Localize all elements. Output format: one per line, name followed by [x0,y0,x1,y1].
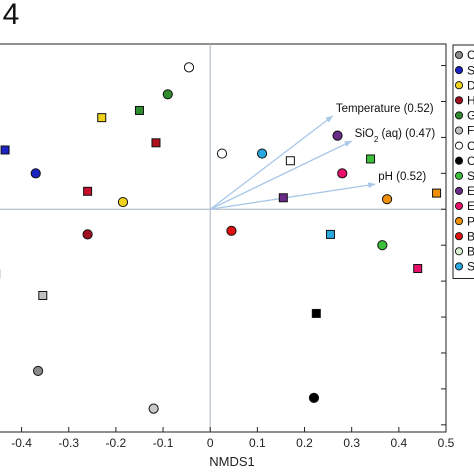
x-tick-label: 0 [207,436,214,450]
legend-label: D [467,78,474,92]
plot-frame [0,43,447,433]
scatter-point [183,62,195,73]
scatter-point [377,240,388,251]
legend-label: B [467,245,474,259]
legend-label: E [467,199,474,213]
x-tick-label: -0.2 [106,436,127,450]
scatter-point [332,130,343,141]
scatter-point [413,264,423,274]
legend-marker [454,111,464,120]
scatter-point [256,148,268,159]
vector-arrow [210,182,376,210]
scatter-point [285,156,295,166]
reference-lines [0,44,446,432]
scatter-point [366,154,376,164]
plot-border [0,43,447,433]
scatter-point [134,105,144,115]
legend-label: S [467,260,474,274]
scatter-point [381,194,393,205]
scatter-point [151,138,161,148]
legend-marker [454,217,464,226]
scatter-point [0,145,10,155]
x-tick-label: 0.1 [249,436,266,450]
environmental-vectors: Temperature (0.52) SiO2 (aq) (0.47) pH (0.… [209,103,436,210]
legend-marker [454,126,464,135]
figure-label: . 4 [0,0,20,31]
legend-marker [454,81,464,90]
legend-marker [454,50,464,60]
legend-marker [454,186,464,195]
scatter-point [38,290,48,300]
scatter-point [325,229,335,239]
x-tick-label: 0.5 [438,436,455,450]
scatter-point [311,308,321,318]
legend-marker [454,201,464,211]
x-axis-ticks: -0.4 -0.3 -0.2 -0.1 0 0.1 0.2 0.3 0.4 0.5 [11,427,455,450]
scatter-point [278,193,288,203]
legend-label: H [467,94,474,108]
scatter-point [308,392,320,403]
scatter-point [32,365,44,377]
legend-marker [454,247,464,256]
vector-label: pH (0.52) [378,171,426,183]
legend-marker [454,171,464,180]
legend-marker [454,262,464,271]
x-tick-label: -0.1 [153,436,174,450]
legend-label: S [467,63,474,77]
legend-marker [454,232,464,241]
scatter-point [82,229,93,240]
scatter-point [30,168,41,179]
legend-marker [454,96,464,105]
legend-label: S [467,169,474,183]
y-axis-ticks [441,65,446,426]
legend-label: G [467,109,474,123]
legend-label: C [467,154,474,168]
vector-label: Temperature (0.52) [336,103,434,115]
legend-label: F [467,124,474,138]
vector-label: SiO2 (aq) (0.47) [355,128,436,144]
x-axis-title: NMDS1 [209,454,255,469]
vector-arrow [209,115,334,210]
scatter-point [226,225,237,236]
scatter-point [432,188,442,198]
data-points [0,62,442,414]
x-tick-label: 0.2 [296,436,313,450]
scatter-point [162,89,173,100]
x-tick-label: -0.4 [11,436,32,450]
legend-label: C [467,48,474,62]
scatter-point [97,113,107,123]
x-tick-label: -0.3 [58,436,79,450]
legend-label: P [467,214,474,228]
scatter-point [148,403,159,414]
scatter-point [216,148,228,159]
scatter-point [117,196,129,208]
legend-marker [454,141,464,150]
legend-label: B [467,229,474,243]
scatter-point [83,186,93,196]
x-tick-label: 0.4 [390,436,407,450]
legend-marker [454,156,464,165]
scatter-point [337,168,348,179]
vector-arrow [209,140,352,210]
legend-marker [454,66,464,75]
legend-label: C [467,139,474,153]
x-tick-label: 0.3 [343,436,360,450]
legend-label: E [467,184,474,198]
